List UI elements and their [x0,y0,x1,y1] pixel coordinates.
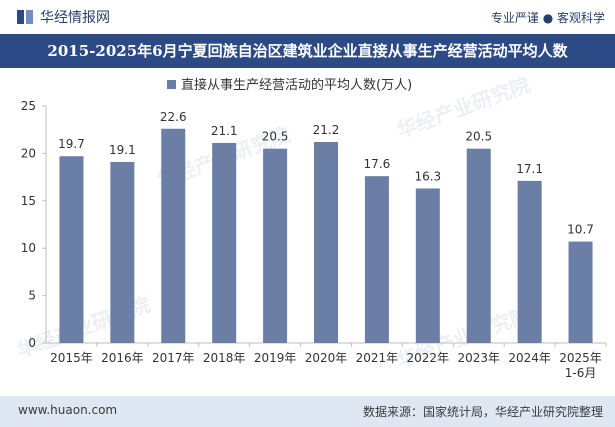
bar [212,142,237,343]
x-tick-label: 2023年 [457,351,500,365]
bar [364,176,389,343]
x-tick-label: 2020年 [305,351,348,365]
legend-label: 直接从事生产经营活动的平均人数(万人) [181,77,412,93]
watermark-text: 华经产业研究院 [394,72,534,142]
y-tick-label: 25 [21,99,36,113]
bar-value-label: 21.2 [313,123,340,137]
x-tick-label: 2017年 [152,351,195,365]
brand: 华经情报网 [16,7,110,27]
y-tick-label: 15 [21,194,36,208]
bar-value-label: 19.1 [109,143,136,157]
bar-value-label: 20.5 [262,130,289,144]
x-tick-label: 2016年 [101,351,144,365]
bar-value-label: 16.3 [414,169,441,183]
bars-group: 19.7 19.1 22.6 21.1 20.5 21.2 17.6 16.3 20.5 17.1… [58,110,594,343]
data-source: 数据来源：国家统计局，华经产业研究院整理 [362,405,603,419]
bar-value-label: 17.1 [516,162,543,176]
bar-value-label: 21.1 [211,124,238,138]
bar [415,188,440,343]
website-link[interactable]: www.huaon.com [18,403,118,417]
bar-chart: 华经产业研究院华经产业研究院华经产业研究院华经产业研究院 直接从事生产经营活动的… [14,72,607,380]
bar [110,161,135,343]
footer: www.huaon.com 数据来源：国家统计局，华经产业研究院整理 [0,396,615,427]
bar-value-label: 20.5 [465,130,492,144]
x-tick-label: 2018年 [203,351,246,365]
bar [59,156,84,343]
bar-value-label: 19.7 [58,137,85,151]
y-tick-label: 5 [28,289,36,303]
bar [263,148,288,343]
bar [517,180,542,343]
tagline: 专业严谨 ● 客观科学 [490,11,605,25]
chart-title: 2015-2025年6月宁夏回族自治区建筑业企业直接从事生产经营活动平均人数 [0,34,615,68]
x-tick-label: 2022年 [407,351,450,365]
bar [466,148,491,343]
x-tick-label: 2015年 [50,351,93,365]
y-tick-label: 20 [21,146,36,160]
y-tick-label: 0 [28,336,36,350]
bar [568,241,593,343]
x-tick-label: 2024年 [508,351,551,365]
bar-value-label: 22.6 [160,110,187,124]
x-tick-label: 2021年 [356,351,399,365]
bar-value-label: 17.6 [364,157,391,171]
x-axis: 2015年 2016年 2017年 2018年 2019年 2020年 2021年 2022年… [50,343,607,380]
legend-swatch [167,80,176,89]
x-tick-label: 2025年 1-6月 [559,351,602,380]
bar-value-label: 10.7 [567,223,594,237]
brand-name: 华经情报网 [40,10,110,26]
bar [314,142,338,343]
top-bar: 华经情报网 专业严谨 ● 客观科学 [0,0,615,34]
x-tick-label: 2019年 [254,351,297,365]
y-tick-label: 10 [21,241,36,255]
legend: 直接从事生产经营活动的平均人数(万人) [167,77,412,93]
brand-logo-icon [17,10,33,24]
bar [161,128,186,343]
